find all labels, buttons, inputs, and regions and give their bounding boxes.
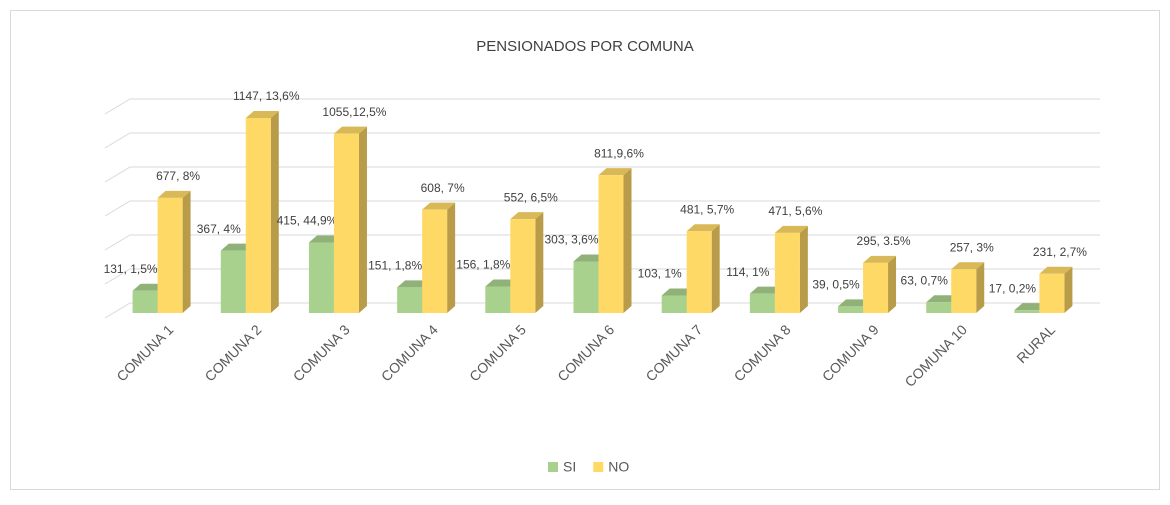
bar [245, 118, 271, 313]
bar-top [510, 212, 544, 220]
bar-top [1039, 266, 1073, 274]
legend-swatch [548, 462, 558, 472]
bar-side [270, 111, 279, 313]
data-label: 257, 3% [950, 240, 994, 254]
bar-top [774, 225, 808, 233]
bar [397, 287, 423, 313]
bar-top [661, 288, 695, 296]
data-label: 811,9,6% [594, 146, 644, 160]
data-label: 39, 0,5% [812, 278, 860, 292]
chart-border [10, 10, 1160, 490]
grid-line [104, 200, 1100, 217]
bar-top [838, 299, 872, 307]
bar-top [1014, 303, 1048, 311]
bar-side [1064, 266, 1073, 313]
bar [308, 242, 334, 313]
bar-side [182, 190, 191, 313]
bar-side [711, 224, 720, 313]
bar [661, 295, 687, 313]
bar-side [976, 262, 985, 313]
legend-swatch [593, 462, 604, 472]
bar [774, 232, 800, 313]
chart-title: PENSIONADOS POR COMUNA [476, 38, 694, 55]
data-label: 1147, 13,6% [233, 89, 300, 103]
data-label: 552, 6,5% [504, 190, 558, 204]
grid-line [104, 98, 1100, 115]
bar-side [447, 202, 456, 313]
grid-line [104, 166, 1100, 183]
data-label: 471, 5,6% [768, 204, 822, 218]
bar [598, 175, 624, 313]
data-label: 63, 0,7% [901, 273, 949, 287]
data-label: 156, 1,8% [456, 258, 510, 272]
bar [951, 269, 977, 313]
bar-side [623, 168, 632, 313]
bar-top [749, 286, 783, 294]
bar-top [245, 111, 279, 119]
data-label: 103, 1% [638, 267, 682, 281]
legend-label: SI [563, 459, 576, 475]
data-label: 114, 1% [726, 265, 769, 279]
bar-top [485, 279, 519, 287]
data-label: 367, 4% [197, 222, 241, 236]
data-label: 131, 1,5% [104, 262, 158, 276]
bar [573, 261, 599, 313]
bar-top [333, 126, 367, 134]
grid-line [104, 132, 1100, 149]
bar [485, 286, 511, 313]
bar [1039, 273, 1065, 313]
bar [863, 262, 889, 313]
data-label: 303, 3,6% [544, 233, 598, 247]
bar-top [686, 224, 720, 232]
bar-side [888, 255, 897, 313]
data-label: 151, 1,8% [368, 259, 422, 273]
bar-top [598, 168, 632, 176]
data-label: 17, 0,2% [989, 281, 1037, 295]
bar [157, 197, 183, 313]
bar-top [220, 243, 254, 251]
bar-top [157, 190, 191, 198]
bar-side [799, 225, 808, 313]
bar [686, 231, 712, 313]
bar-top [308, 235, 342, 243]
bar [132, 290, 158, 313]
bar-top [132, 283, 166, 291]
bar [422, 209, 448, 313]
bar-top [397, 280, 431, 288]
bar [838, 306, 864, 313]
bar-side [535, 212, 544, 313]
data-label: 677, 8% [156, 169, 200, 183]
bar [510, 219, 536, 313]
bar-top [422, 202, 456, 210]
data-label: 295, 3.5% [857, 234, 911, 248]
data-label: 608, 7% [421, 181, 465, 195]
bar [1014, 310, 1040, 313]
bar [926, 302, 952, 313]
data-label: 415, 44,9% [277, 214, 338, 228]
bar-side [358, 126, 367, 314]
bar-top [573, 254, 607, 262]
bar-top [926, 295, 960, 303]
bar [749, 293, 775, 313]
bar [220, 250, 246, 313]
bar-top [863, 255, 897, 263]
data-label: 231, 2,7% [1033, 245, 1087, 259]
bar-top [951, 262, 985, 270]
bar [333, 133, 359, 313]
legend-label: NO [608, 459, 629, 475]
data-label: 481, 5,7% [680, 202, 734, 216]
data-label: 1055,12,5% [322, 105, 386, 119]
